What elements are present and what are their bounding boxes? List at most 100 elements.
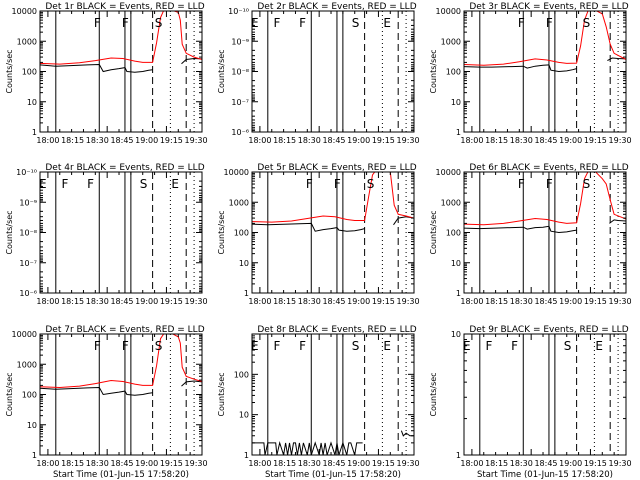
y-tick-label: 1000 xyxy=(229,198,249,207)
y-tick-label: 1 xyxy=(32,451,37,460)
x-tick-label: 19:00 xyxy=(135,297,158,306)
event-marker: S xyxy=(155,339,163,353)
y-axis-label: Counts/sec xyxy=(429,210,438,254)
event-marker: S xyxy=(583,16,591,30)
event-marker: F xyxy=(87,177,94,191)
x-axis-label: Start Time (01-Jun-15 17:58:20) xyxy=(53,470,189,480)
y-tick-label: 10⁻⁸ xyxy=(231,68,249,77)
x-tick-label: 18:30 xyxy=(298,459,321,468)
x-tick-label: 19:30 xyxy=(609,136,632,145)
y-tick-label: 10⁻¹⁰ xyxy=(16,168,37,177)
y-axis-label: Counts/sec xyxy=(217,210,226,254)
event-marker: F xyxy=(94,339,101,353)
x-tick-label: 18:15 xyxy=(61,297,84,306)
event-marker: F xyxy=(485,339,492,353)
x-tick-label: 19:15 xyxy=(372,297,395,306)
y-tick-label: 10⁻⁷ xyxy=(231,98,249,107)
x-axis-label: Start Time (01-Jun-15 17:58:20) xyxy=(265,470,401,480)
x-tick-label: 19:00 xyxy=(559,459,582,468)
y-tick-label: 10 xyxy=(451,330,461,339)
y-axis-label: Counts/sec xyxy=(429,372,438,416)
x-tick-label: 19:15 xyxy=(584,459,607,468)
event-marker: E xyxy=(39,177,47,191)
plot-frame xyxy=(251,333,415,456)
x-tick-label: 18:00 xyxy=(248,459,271,468)
x-tick-label: 18:15 xyxy=(485,459,508,468)
x-tick-label: 18:45 xyxy=(110,459,133,468)
x-tick-label: 19:15 xyxy=(372,136,395,145)
y-tick-label: 10⁻⁹ xyxy=(19,198,37,207)
chart-title: Det 4r BLACK = Events, RED = LLD xyxy=(45,163,204,173)
x-tick-label: 19:00 xyxy=(559,297,582,306)
x-axis-label: Start Time (01-Jun-15 17:58:20) xyxy=(477,470,613,480)
y-tick-label: 1 xyxy=(456,289,461,298)
y-tick-label: 1 xyxy=(244,451,249,460)
x-tick-label: 18:45 xyxy=(322,459,345,468)
x-tick-label: 18:15 xyxy=(273,136,296,145)
event-marker: F xyxy=(299,16,306,30)
x-tick-label: 18:00 xyxy=(248,136,271,145)
x-tick-label: 18:15 xyxy=(61,459,84,468)
x-tick-label: 18:30 xyxy=(298,297,321,306)
plot-frame xyxy=(463,333,627,456)
event-marker: F xyxy=(306,177,313,191)
event-marker: S xyxy=(564,339,572,353)
x-tick-label: 19:00 xyxy=(347,136,370,145)
event-marker: F xyxy=(546,16,553,30)
event-marker: F xyxy=(273,16,280,30)
x-tick-label: 18:00 xyxy=(460,136,483,145)
event-marker: S xyxy=(367,177,375,191)
event-marker: F xyxy=(518,177,525,191)
x-tick-label: 18:45 xyxy=(322,297,345,306)
series-line-events xyxy=(40,57,202,73)
event-marker: S xyxy=(352,339,360,353)
y-tick-label: 10⁻⁷ xyxy=(19,259,37,268)
y-axis-label: Counts/sec xyxy=(5,372,14,416)
y-tick-label: 10 xyxy=(239,259,249,268)
y-axis-label: Counts/sec xyxy=(217,49,226,93)
event-marker: S xyxy=(140,177,148,191)
chart-title: Det 6r BLACK = Events, RED = LLD xyxy=(469,163,628,173)
event-marker: F xyxy=(518,16,525,30)
y-tick-label: 10 xyxy=(451,259,461,268)
x-tick-label: 18:15 xyxy=(485,297,508,306)
series-line-lld xyxy=(40,334,202,389)
y-tick-label: 100 xyxy=(446,68,461,77)
event-marker: F xyxy=(122,339,129,353)
x-tick-label: 19:30 xyxy=(609,297,632,306)
y-tick-label: 10 xyxy=(27,98,37,107)
event-marker: F xyxy=(273,339,280,353)
y-tick-label: 1 xyxy=(32,128,37,137)
x-tick-label: 19:00 xyxy=(347,297,370,306)
series-line-lld xyxy=(40,11,202,65)
event-marker: E xyxy=(251,16,259,30)
x-tick-label: 18:30 xyxy=(298,136,321,145)
x-tick-label: 18:30 xyxy=(510,136,533,145)
series-line-events xyxy=(252,430,414,455)
event-marker: S xyxy=(155,16,163,30)
event-marker: F xyxy=(94,16,101,30)
x-tick-label: 19:30 xyxy=(397,459,420,468)
x-tick-label: 18:00 xyxy=(36,459,59,468)
y-tick-label: 10000 xyxy=(224,168,249,177)
y-tick-label: 10000 xyxy=(12,7,37,16)
y-tick-label: 1000 xyxy=(441,198,461,207)
y-tick-label: 1 xyxy=(456,128,461,137)
x-tick-label: 18:00 xyxy=(460,297,483,306)
y-tick-label: 1000 xyxy=(441,37,461,46)
event-marker: F xyxy=(299,339,306,353)
y-tick-label: 100 xyxy=(446,229,461,238)
x-tick-label: 18:15 xyxy=(273,459,296,468)
chart-title: Det 1r BLACK = Events, RED = LLD xyxy=(45,2,204,12)
x-tick-label: 18:45 xyxy=(110,297,133,306)
x-tick-label: 19:30 xyxy=(397,297,420,306)
x-tick-label: 19:30 xyxy=(185,297,208,306)
